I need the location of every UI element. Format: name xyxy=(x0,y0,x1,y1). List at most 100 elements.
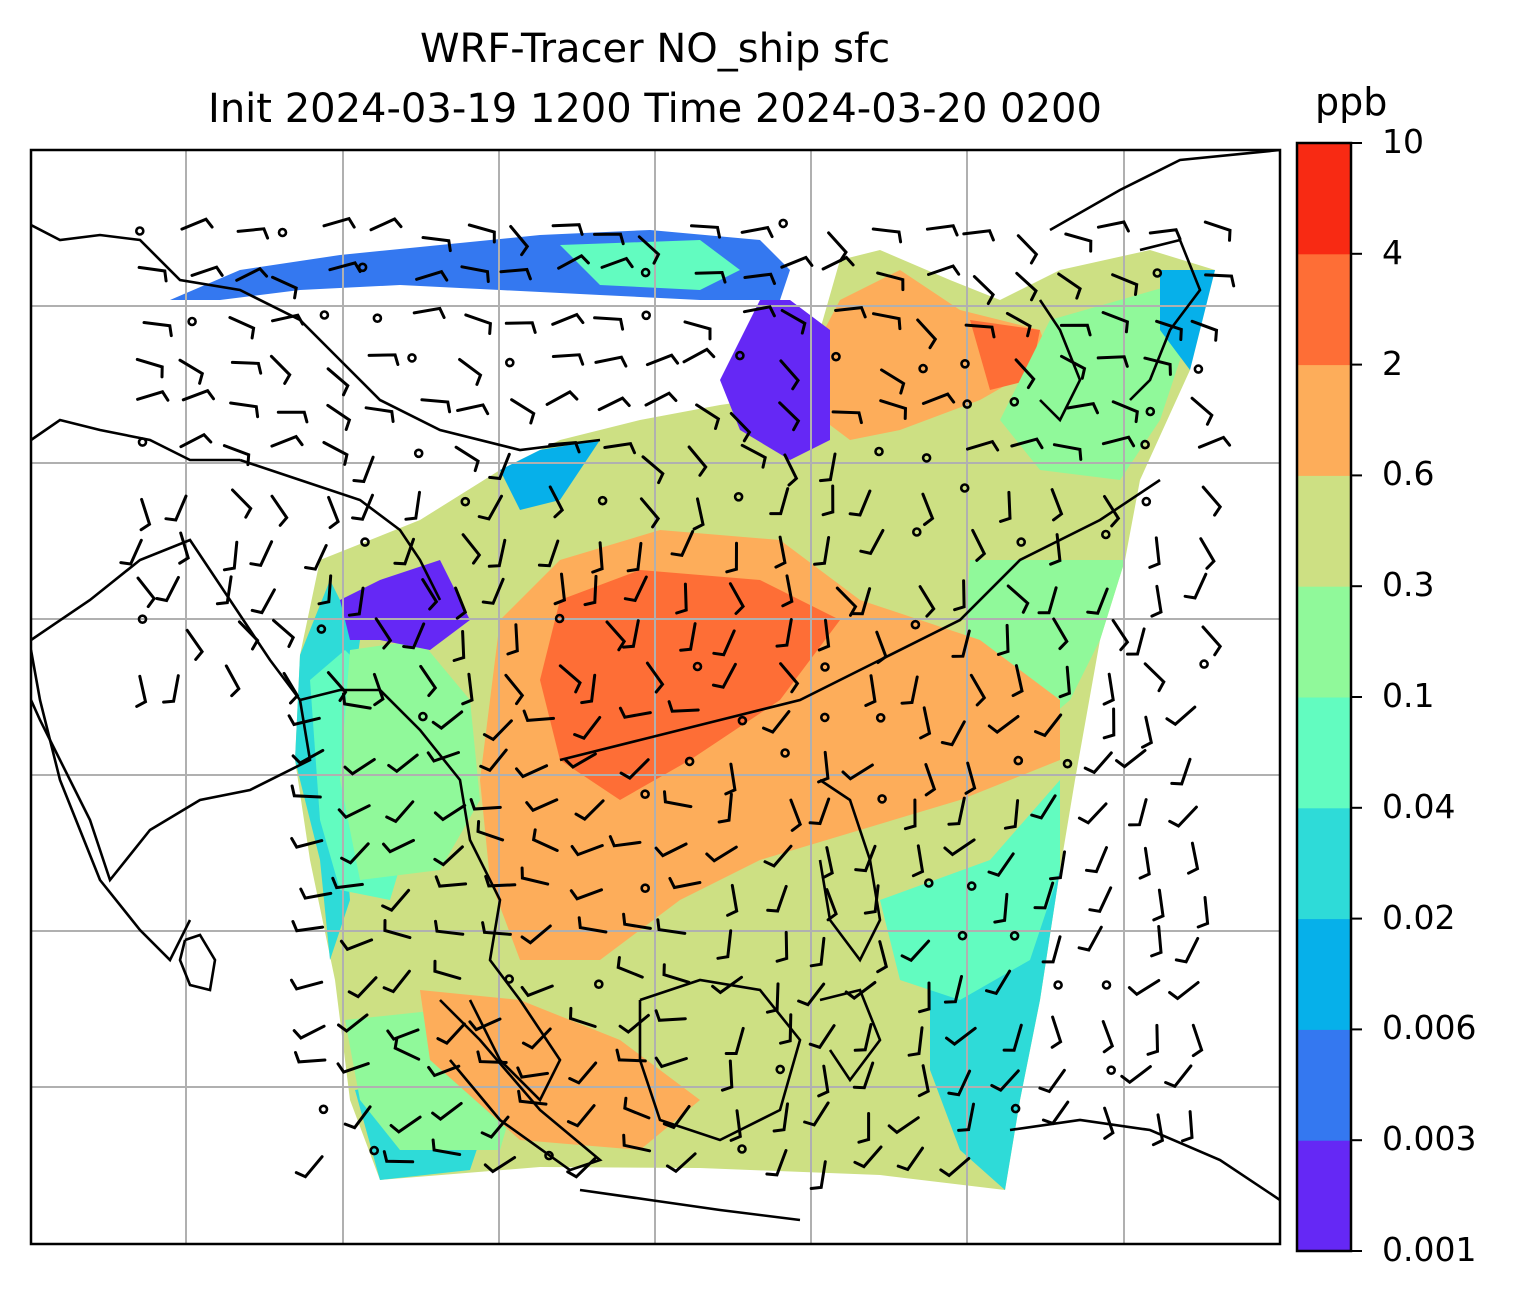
calm-wind-circle xyxy=(875,712,886,723)
wind-barb xyxy=(854,844,877,873)
wind-barb xyxy=(179,432,213,449)
wind-barb xyxy=(230,360,263,375)
calm-wind-circle xyxy=(640,267,651,278)
wind-barb xyxy=(1077,925,1103,952)
wind-barb xyxy=(663,790,693,809)
calm-wind-circle xyxy=(1101,980,1112,990)
wind-barb xyxy=(1191,1023,1204,1058)
wind-barb xyxy=(911,844,925,878)
colorbar-tick-label: 0.006 xyxy=(1382,1008,1477,1048)
wind-barb xyxy=(783,453,799,487)
wind-barb xyxy=(1050,1015,1063,1049)
wind-barb xyxy=(1038,1068,1066,1094)
wind-barb xyxy=(1041,1100,1070,1126)
wind-barb xyxy=(364,406,395,423)
wind-barb xyxy=(1204,273,1236,288)
wind-barb xyxy=(421,236,452,253)
wind-barb xyxy=(382,969,411,994)
wind-barb xyxy=(1199,537,1216,570)
wind-barb xyxy=(271,313,305,326)
wind-barb xyxy=(1174,937,1200,964)
wind-barb xyxy=(476,820,505,842)
calm-wind-circle xyxy=(413,448,424,459)
calm-wind-circle xyxy=(640,883,651,894)
wind-barb xyxy=(237,620,260,651)
wind-barb xyxy=(222,444,251,467)
wind-barb xyxy=(1203,220,1232,242)
wind-barb xyxy=(772,1102,789,1133)
wind-barb xyxy=(336,1062,370,1074)
wind-barb xyxy=(483,1156,517,1174)
wind-barb xyxy=(1049,533,1062,566)
wind-barb xyxy=(431,1138,462,1156)
calm-wind-circle xyxy=(918,363,928,374)
wind-barb xyxy=(781,574,794,608)
wind-barb xyxy=(1050,488,1064,522)
wind-barb xyxy=(903,798,917,831)
calm-wind-circle xyxy=(1013,755,1024,766)
wind-barb xyxy=(433,959,462,980)
wind-barb xyxy=(765,982,780,1014)
wind-barb xyxy=(622,619,640,649)
wind-barb xyxy=(1164,1064,1193,1089)
wind-barb xyxy=(763,844,793,868)
wind-barb xyxy=(821,255,855,271)
wind-barb xyxy=(499,267,532,281)
wind-barb xyxy=(809,936,826,968)
wind-barb xyxy=(1066,402,1099,415)
wind-barb xyxy=(670,530,695,557)
calm-wind-circle xyxy=(966,881,977,891)
wind-barb xyxy=(402,622,426,650)
wind-barb xyxy=(740,225,774,239)
wind-barb xyxy=(434,919,465,936)
wind-barb xyxy=(853,1145,883,1169)
wind-barb xyxy=(460,265,490,283)
wind-barb xyxy=(608,835,642,848)
japan xyxy=(1129,238,1202,401)
colorbar-tick-label: 0.003 xyxy=(1382,1119,1477,1159)
calm-wind-circle xyxy=(137,614,148,625)
wind-barb xyxy=(537,539,560,568)
wind-barb xyxy=(135,357,164,379)
wind-barb xyxy=(789,798,803,832)
wind-barb xyxy=(778,401,801,432)
wind-barb xyxy=(1101,1020,1115,1054)
wind-barb xyxy=(1146,1023,1160,1056)
wind-barb xyxy=(962,229,995,242)
wind-barb xyxy=(729,412,752,443)
wind-barb xyxy=(1083,751,1113,775)
wind-barb xyxy=(679,622,697,652)
wind-barb xyxy=(779,359,800,391)
wind-barb xyxy=(766,884,788,913)
calm-wind-circle xyxy=(874,446,884,457)
colorbar-segment xyxy=(1297,586,1351,698)
wind-barb xyxy=(872,312,902,331)
wind-barb xyxy=(623,1096,651,1120)
wind-barb xyxy=(1111,273,1139,296)
wind-barb xyxy=(999,490,1012,523)
colorbar-tick-label: 4 xyxy=(1382,232,1403,272)
calm-wind-circle xyxy=(1053,980,1063,990)
wind-barb xyxy=(1143,662,1166,693)
wind-barb xyxy=(434,875,468,888)
wind-barb xyxy=(966,439,1000,452)
wind-barb xyxy=(834,305,867,319)
map-frame xyxy=(29,148,1282,1246)
calm-wind-circle xyxy=(1009,930,1020,941)
wind-barb xyxy=(675,582,688,615)
wind-barb xyxy=(374,617,393,650)
wind-barb xyxy=(294,1051,327,1064)
wind-barb xyxy=(947,1069,972,1097)
field-ne-cyan xyxy=(1160,270,1215,370)
wind-barb xyxy=(1101,435,1136,448)
wind-barb xyxy=(1190,319,1219,342)
wind-barb xyxy=(347,976,378,999)
wind-barb xyxy=(1064,232,1093,253)
wind-barb xyxy=(481,577,505,605)
wind-barb xyxy=(427,1064,461,1078)
wind-barb xyxy=(1183,572,1208,600)
wind-barb xyxy=(568,1006,597,1028)
wind-barb xyxy=(224,664,241,698)
wind-barb xyxy=(819,452,837,483)
